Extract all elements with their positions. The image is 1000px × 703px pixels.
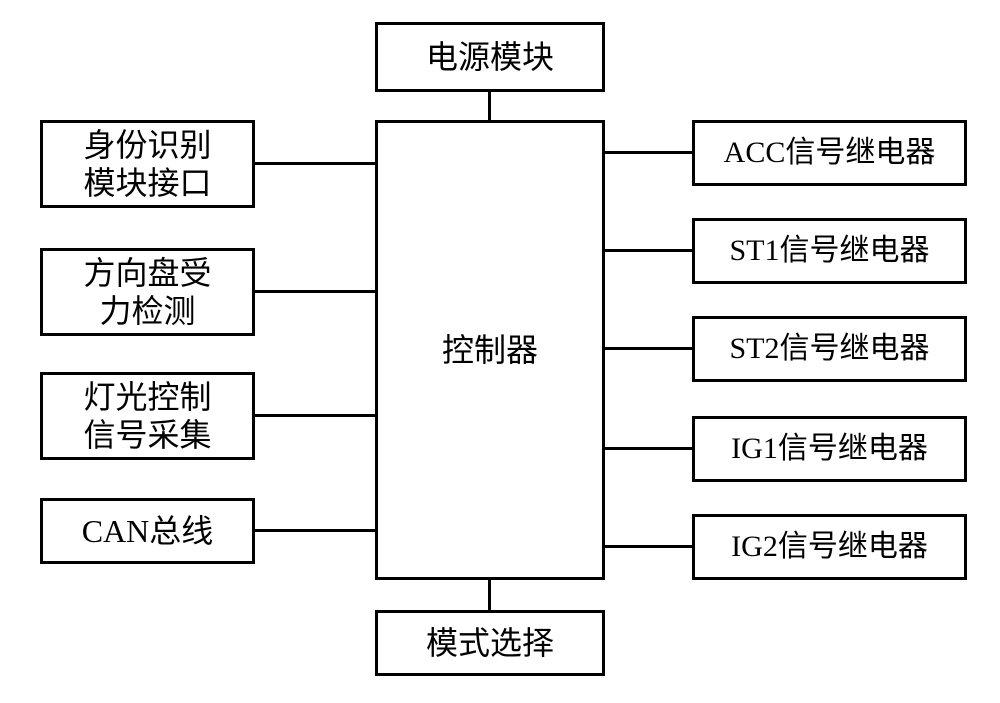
node-label: 方向盘受力检测	[83, 254, 211, 331]
node-label: 电源模块	[426, 38, 554, 76]
node-label: IG1信号继电器	[731, 431, 928, 467]
node-acc-relay: ACC信号继电器	[692, 120, 967, 186]
node-steering-force: 方向盘受力检测	[40, 248, 255, 336]
node-st2-relay: ST2信号继电器	[692, 316, 967, 382]
node-ig1-relay: IG1信号继电器	[692, 416, 967, 482]
node-ig2-relay: IG2信号继电器	[692, 514, 967, 580]
node-label: 控制器	[442, 331, 538, 369]
edge-center-bottom	[488, 580, 491, 610]
node-identity-module: 身份识别模块接口	[40, 120, 255, 208]
node-label: CAN总线	[82, 512, 214, 550]
node-label: 灯光控制信号采集	[83, 378, 211, 455]
node-can-bus: CAN总线	[40, 498, 255, 564]
edge-center-r1	[605, 151, 692, 154]
edge-center-r4	[605, 447, 692, 450]
node-label: ACC信号继电器	[724, 135, 936, 171]
node-label: ST2信号继电器	[729, 331, 929, 367]
node-light-signal: 灯光控制信号采集	[40, 372, 255, 460]
edge-center-r2	[605, 249, 692, 252]
node-power-module: 电源模块	[375, 22, 605, 92]
node-controller: 控制器	[375, 120, 605, 580]
edge-top-center	[488, 92, 491, 120]
node-mode-select: 模式选择	[375, 610, 605, 676]
node-label: 身份识别模块接口	[83, 126, 211, 203]
edge-center-r5	[605, 545, 692, 548]
edge-l2-center	[255, 290, 375, 293]
node-label: 模式选择	[426, 624, 554, 662]
edge-l1-center	[255, 162, 375, 165]
edge-center-r3	[605, 347, 692, 350]
node-label: IG2信号继电器	[731, 529, 928, 565]
node-label: ST1信号继电器	[729, 233, 929, 269]
edge-l4-center	[255, 529, 375, 532]
diagram-canvas: 电源模块 控制器 模式选择 身份识别模块接口 方向盘受力检测 灯光控制信号采集 …	[0, 0, 1000, 703]
node-st1-relay: ST1信号继电器	[692, 218, 967, 284]
edge-l3-center	[255, 414, 375, 417]
